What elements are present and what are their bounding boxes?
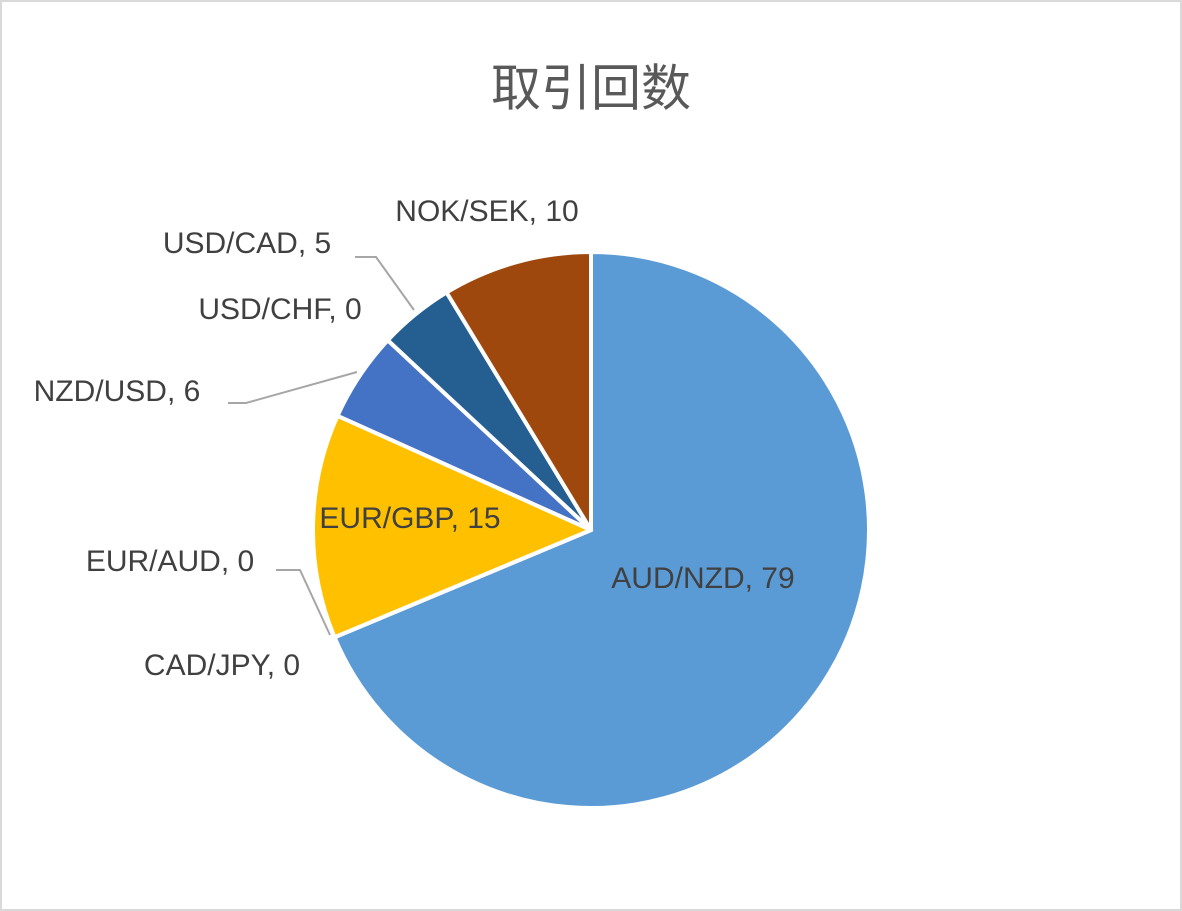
data-label-text: EUR/GBP, 15 <box>310 495 510 543</box>
data-label: USD/CHF, 0 <box>120 286 440 334</box>
value-label: , 5 <box>297 227 332 260</box>
data-label-text: CAD/JPY, 0 <box>62 642 382 690</box>
value-label: , 6 <box>166 375 201 408</box>
value-label: , 0 <box>328 293 362 326</box>
data-label: NOK/SEK, 10 <box>392 188 582 236</box>
value-label: , 10 <box>528 195 579 228</box>
category-label: NZD/USD <box>33 375 167 408</box>
category-label: NOK/SEK <box>395 195 529 228</box>
data-label: NZD/USD, 6 <box>0 368 277 416</box>
category-label: EUR/AUD <box>85 545 221 578</box>
value-label: , 79 <box>744 562 795 595</box>
category-label: USD/CHF <box>198 293 329 326</box>
leader-line <box>276 569 331 636</box>
pie-slice <box>444 250 593 532</box>
leader-line <box>355 256 415 311</box>
data-label: EUR/GBP, 15 <box>310 495 510 543</box>
category-label: CAD/JPY <box>143 649 267 682</box>
value-label: , 0 <box>266 649 301 682</box>
data-label: AUD/NZD, 79 <box>603 555 803 603</box>
category-label: EUR/GBP <box>319 502 451 535</box>
data-label-text: NOK/SEK, 10 <box>392 188 582 236</box>
pie-slice <box>311 413 593 640</box>
chart-title: 取引回数 <box>491 60 691 118</box>
category-label: AUD/NZD <box>611 562 745 595</box>
pie <box>311 250 871 810</box>
value-label: , 0 <box>220 545 255 578</box>
data-label: EUR/AUD, 0 <box>10 538 330 586</box>
pie-slice <box>332 250 871 810</box>
data-label-text: NZD/USD, 6 <box>0 368 277 416</box>
value-label: , 15 <box>450 502 501 535</box>
data-label-text: EUR/AUD, 0 <box>10 538 330 586</box>
data-label-text: AUD/NZD, 79 <box>603 555 803 603</box>
data-label-text: USD/CHF, 0 <box>120 286 440 334</box>
category-label: USD/CAD <box>162 227 298 260</box>
data-label: CAD/JPY, 0 <box>62 642 382 690</box>
leader-line <box>228 371 358 404</box>
data-label: USD/CAD, 5 <box>87 220 407 268</box>
data-label-text: USD/CAD, 5 <box>87 220 407 268</box>
